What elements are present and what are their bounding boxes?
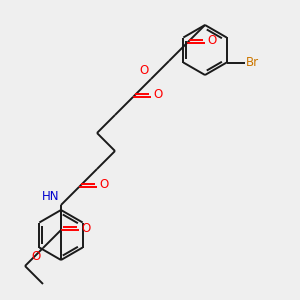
Text: O: O xyxy=(153,88,162,101)
Text: O: O xyxy=(99,178,108,191)
Text: O: O xyxy=(207,34,216,47)
Text: HN: HN xyxy=(41,190,59,203)
Text: O: O xyxy=(81,221,90,235)
Text: O: O xyxy=(32,250,41,263)
Text: O: O xyxy=(140,64,149,77)
Text: Br: Br xyxy=(246,56,259,69)
